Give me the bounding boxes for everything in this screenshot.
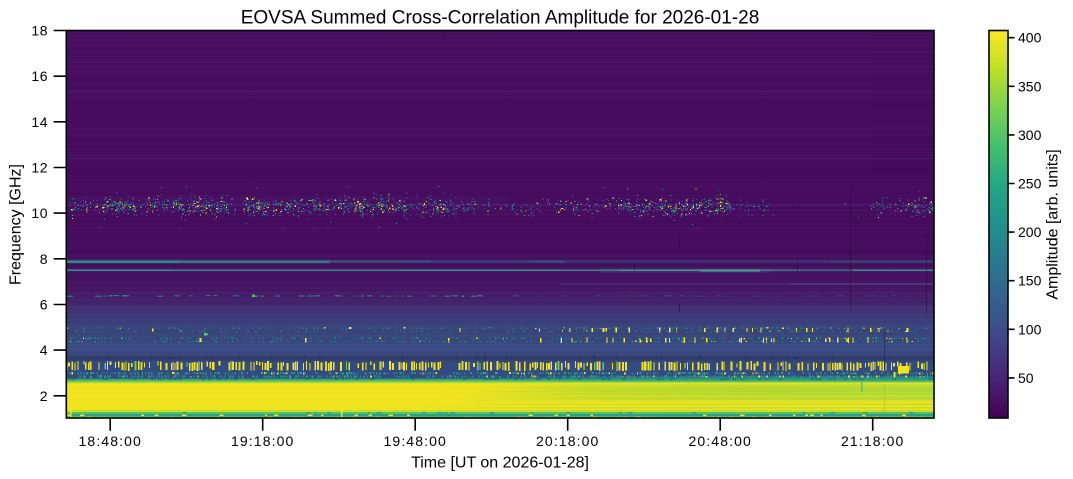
svg-text:Frequency [GHz]: Frequency [GHz] — [8, 164, 25, 285]
svg-text:100: 100 — [1018, 321, 1042, 337]
svg-text:Time [UT on 2026-01-28]: Time [UT on 2026-01-28] — [411, 455, 589, 472]
svg-text:19:48:00: 19:48:00 — [384, 433, 447, 449]
svg-text:12: 12 — [31, 160, 48, 176]
svg-text:19:18:00: 19:18:00 — [231, 433, 294, 449]
svg-text:400: 400 — [1018, 30, 1042, 46]
svg-text:300: 300 — [1018, 127, 1042, 143]
svg-text:2: 2 — [40, 388, 48, 404]
svg-text:200: 200 — [1018, 224, 1042, 240]
svg-text:EOVSA Summed Cross-Correlation: EOVSA Summed Cross-Correlation Amplitude… — [241, 8, 760, 29]
svg-text:20:48:00: 20:48:00 — [689, 433, 752, 449]
svg-text:21:18:00: 21:18:00 — [841, 433, 904, 449]
svg-text:4: 4 — [40, 342, 48, 358]
svg-text:6: 6 — [40, 297, 48, 313]
svg-text:10: 10 — [31, 205, 48, 221]
svg-text:50: 50 — [1018, 370, 1034, 386]
svg-text:16: 16 — [31, 68, 48, 84]
svg-text:8: 8 — [40, 251, 48, 267]
svg-text:Amplitude [arb. units]: Amplitude [arb. units] — [1045, 149, 1062, 299]
svg-text:150: 150 — [1018, 273, 1042, 289]
svg-text:18:48:00: 18:48:00 — [79, 433, 142, 449]
svg-text:14: 14 — [31, 114, 48, 130]
svg-text:250: 250 — [1018, 176, 1042, 192]
svg-text:350: 350 — [1018, 78, 1042, 94]
svg-text:20:18:00: 20:18:00 — [536, 433, 599, 449]
svg-text:18: 18 — [31, 23, 48, 39]
